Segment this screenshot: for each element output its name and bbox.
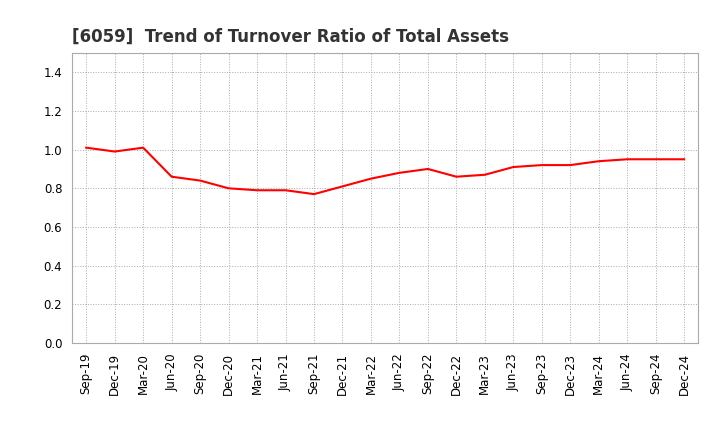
Text: [6059]  Trend of Turnover Ratio of Total Assets: [6059] Trend of Turnover Ratio of Total … — [72, 28, 509, 46]
